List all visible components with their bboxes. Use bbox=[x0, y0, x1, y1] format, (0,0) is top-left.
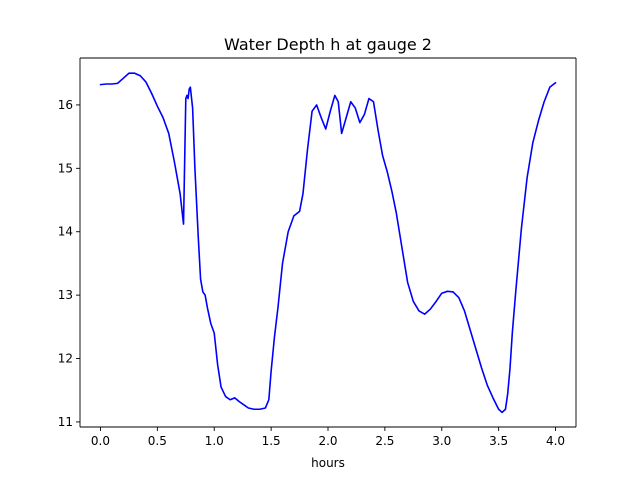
x-tick-label: 1.0 bbox=[205, 434, 224, 448]
y-tick-label: 13 bbox=[58, 288, 73, 302]
y-tick-label: 12 bbox=[58, 352, 73, 366]
x-tick-label: 2.0 bbox=[318, 434, 337, 448]
y-tick-label: 16 bbox=[58, 98, 73, 112]
x-tick-label: 1.5 bbox=[262, 434, 281, 448]
series-line-1 bbox=[99, 72, 557, 414]
x-axis: 0.0 0.5 1.0 1.5 2.0 2.5 3.0 3.5 4.0 bbox=[91, 427, 565, 448]
x-tick-label: 4.0 bbox=[546, 434, 565, 448]
chart-title: Water Depth h at gauge 2 bbox=[224, 35, 432, 54]
plot-area bbox=[80, 58, 576, 427]
y-tick-label: 14 bbox=[58, 225, 73, 239]
x-axis-label: hours bbox=[311, 456, 345, 470]
y-tick-label: 15 bbox=[58, 161, 73, 175]
x-tick-label: 3.0 bbox=[432, 434, 451, 448]
axes-frame bbox=[79, 57, 577, 428]
x-tick-label: 3.5 bbox=[489, 434, 508, 448]
x-tick-label: 0.5 bbox=[148, 434, 167, 448]
x-tick-label: 0.0 bbox=[91, 434, 110, 448]
series-layer bbox=[99, 72, 557, 414]
x-tick-label: 2.5 bbox=[375, 434, 394, 448]
y-tick-label: 11 bbox=[58, 415, 73, 429]
y-axis: 11 12 13 14 15 16 bbox=[58, 98, 80, 429]
